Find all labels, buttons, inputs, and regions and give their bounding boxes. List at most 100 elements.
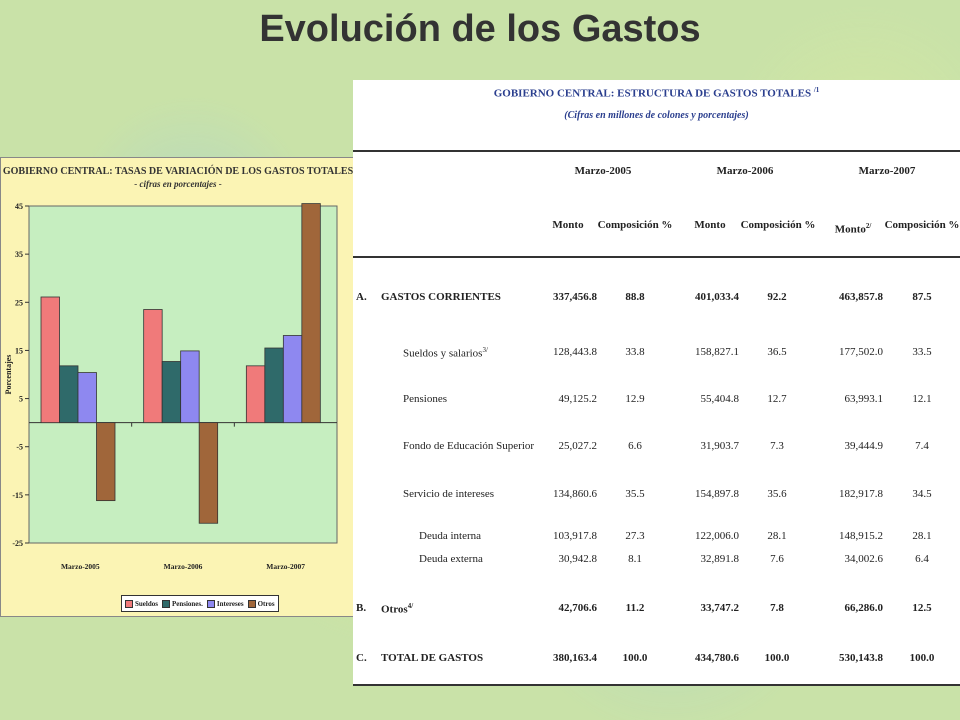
chart-subtitle: - cifras en porcentajes -	[134, 179, 222, 189]
table-title: GOBIERNO CENTRAL: ESTRUCTURA DE GASTOS T…	[353, 86, 960, 100]
monto-cell: 32,891.8	[700, 553, 740, 565]
composicion-cell: 36.5	[767, 346, 787, 358]
bar-chart-panel: GOBIERNO CENTRAL: TASAS DE VARIACIÓN DE …	[0, 157, 356, 617]
monto-cell: 42,706.6	[558, 602, 598, 614]
table-title-note: /1	[813, 86, 820, 94]
slide-title: Evolución de los Gastos	[259, 8, 701, 50]
column-header: Monto	[694, 219, 726, 231]
composicion-cell: 11.2	[625, 602, 645, 614]
bar-sueldos-1	[40, 296, 60, 424]
monto-cell: 30,942.8	[558, 553, 598, 565]
monto-cell: 103,917.8	[553, 530, 597, 542]
bar-pensiones-3	[264, 347, 284, 424]
bar-chart: -25 -15 -5 5 15 25 35 45 Porcentajes Marzo-2005 Ma…	[4, 202, 338, 571]
row-label: Fondo de Educación Superior	[403, 440, 535, 452]
monto-cell: 55,404.8	[700, 393, 740, 405]
y-tick-label: 15	[15, 346, 23, 355]
monto-cell: 33,747.2	[700, 602, 740, 614]
table-header-rule	[353, 256, 960, 258]
monto-cell: 177,502.0	[839, 346, 883, 358]
composicion-cell: 87.5	[912, 291, 932, 303]
composicion-cell: 7.4	[915, 440, 929, 452]
row-label: TOTAL DE GASTOS	[381, 652, 484, 664]
monto-cell: 39,444.9	[844, 440, 884, 452]
period-header: Marzo-2007	[858, 165, 916, 177]
y-tick-label: 5	[19, 395, 23, 404]
composicion-cell: 35.5	[625, 488, 645, 500]
monto-cell: 182,917.8	[839, 488, 883, 500]
bar-sueldos-2	[143, 309, 163, 424]
legend-swatch	[161, 599, 170, 608]
x-category-label: Marzo-2007	[266, 562, 305, 571]
column-header: Composición %	[740, 219, 816, 231]
column-header: Monto	[552, 219, 584, 231]
legend-label: Intereses	[216, 599, 244, 608]
y-tick-label: 45	[15, 202, 23, 211]
legend-item: Intereses	[206, 599, 244, 608]
bar-otros-2	[198, 422, 219, 524]
legend-swatch	[247, 599, 256, 608]
monto-cell: 49,125.2	[558, 393, 598, 405]
monto-cell: 128,443.8	[553, 346, 597, 358]
column-header: Monto2/	[834, 222, 872, 236]
monto-cell: 122,006.0	[695, 530, 739, 542]
period-header: Marzo-2005	[574, 165, 632, 177]
y-tick-label: 35	[15, 250, 23, 259]
composicion-cell: 6.6	[628, 440, 642, 452]
monto-cell: 463,857.8	[839, 291, 883, 303]
legend-item: Pensiones.	[161, 599, 203, 608]
composicion-cell: 33.5	[912, 346, 932, 358]
monto-cell: 158,827.1	[695, 346, 739, 358]
chart-title: GOBIERNO CENTRAL: TASAS DE VARIACIÓN DE …	[2, 166, 354, 177]
composicion-cell: 7.3	[770, 440, 784, 452]
composicion-cell: 92.2	[767, 291, 787, 303]
table-subtitle: (Cifras en millones de colones y porcent…	[564, 110, 749, 121]
composicion-cell: 100.0	[622, 652, 648, 664]
bar-pensiones-2	[161, 361, 182, 424]
expense-structure-table: GOBIERNO CENTRAL: ESTRUCTURA DE GASTOS T…	[353, 80, 960, 686]
composicion-cell: 88.8	[625, 291, 645, 303]
y-tick-label: 25	[15, 298, 23, 307]
y-tick-label: -15	[12, 491, 23, 500]
monto-cell: 31,903.7	[700, 440, 740, 452]
x-category-label: Marzo-2005	[61, 562, 100, 571]
monto-cell: 530,143.8	[839, 652, 883, 664]
legend-label: Otros	[257, 599, 275, 608]
composicion-cell: 8.1	[628, 553, 642, 565]
bar-pensiones-1	[59, 365, 79, 424]
legend-label: Pensiones.	[171, 599, 203, 608]
row-label: Servicio de intereses	[403, 488, 495, 500]
table-top-rule	[353, 150, 960, 152]
row-label: Otros4/	[381, 602, 414, 616]
legend-item: Sueldos	[125, 599, 158, 608]
composicion-cell: 6.4	[915, 553, 929, 565]
bar-sueldos-3	[245, 365, 266, 424]
composicion-cell: 12.1	[912, 393, 932, 405]
chart-legend: Sueldos Pensiones. Intereses Otros	[121, 595, 279, 612]
monto-cell: 66,286.0	[844, 602, 884, 614]
column-header: Composición %	[597, 219, 673, 231]
row-letter: A.	[356, 291, 367, 303]
y-axis-label: Porcentajes	[4, 355, 13, 395]
monto-cell: 337,456.8	[553, 291, 597, 303]
y-tick-label: -25	[12, 539, 23, 548]
composicion-cell: 7.8	[770, 602, 784, 614]
composicion-cell: 34.5	[912, 488, 932, 500]
composicion-cell: 12.7	[767, 393, 787, 405]
monto-cell: 380,163.4	[553, 652, 597, 664]
composicion-cell: 35.6	[767, 488, 787, 500]
row-label: Pensiones	[403, 393, 447, 405]
monto-cell: 148,915.2	[839, 530, 883, 542]
composicion-cell: 27.3	[625, 530, 645, 542]
row-label: Deuda externa	[419, 553, 483, 565]
composicion-cell: 100.0	[909, 652, 935, 664]
legend-swatch	[125, 599, 133, 608]
row-letter: C.	[356, 652, 367, 664]
row-label: GASTOS CORRIENTES	[381, 291, 501, 303]
row-label: Deuda interna	[419, 530, 481, 542]
bar-otros-1	[96, 422, 116, 502]
composicion-cell: 7.6	[770, 553, 784, 565]
x-category-label: Marzo-2006	[164, 562, 203, 571]
monto-cell: 401,033.4	[695, 291, 739, 303]
composicion-cell: 12.9	[625, 393, 645, 405]
